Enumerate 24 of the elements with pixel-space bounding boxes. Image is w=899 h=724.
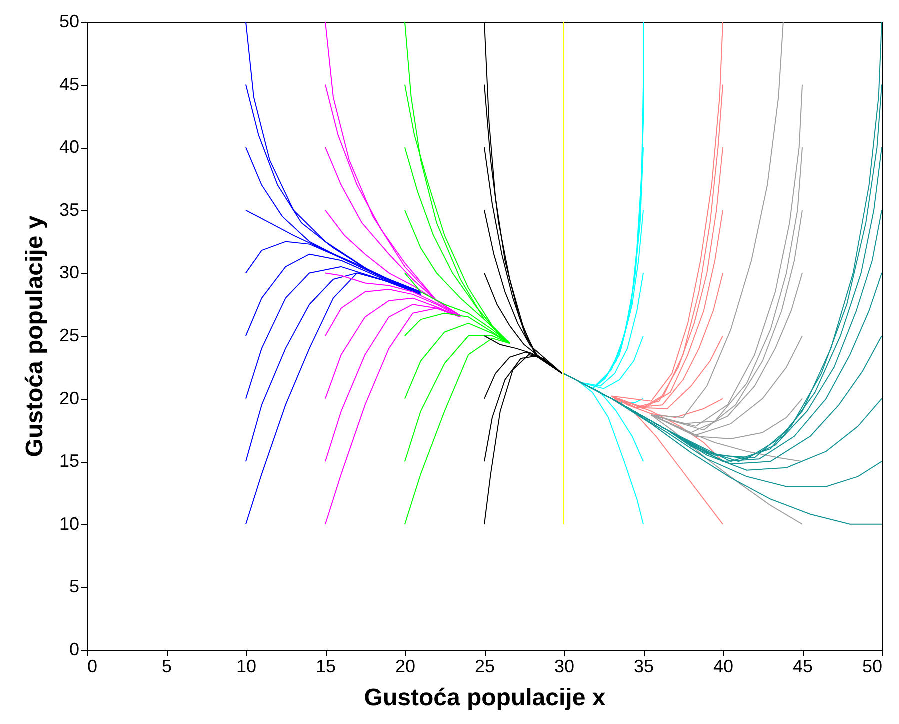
y-tick-label: 45 [59, 74, 80, 94]
y-tick-label: 25 [59, 326, 80, 346]
y-tick-label: 15 [59, 451, 80, 472]
x-tick-label: 40 [713, 656, 734, 676]
y-tick-label: 10 [59, 514, 80, 534]
x-tick-label: 0 [88, 656, 98, 676]
x-tick-label: 45 [792, 656, 814, 676]
x-axis-title: Gustoća populacije x [364, 684, 606, 712]
x-tick-label: 30 [554, 656, 575, 676]
x-tick-label: 20 [395, 656, 416, 676]
y-tick-label: 20 [59, 388, 80, 408]
y-tick-label: 0 [69, 640, 80, 660]
x-tick-label: 15 [316, 656, 336, 676]
y-tick-label: 35 [59, 200, 80, 220]
x-tick-label: 25 [474, 656, 496, 676]
y-tick-label: 40 [59, 137, 80, 158]
x-tick-label: 5 [162, 656, 172, 676]
y-tick-label: 5 [69, 576, 80, 597]
x-tick-label: 50 [862, 656, 882, 676]
y-axis-title: Gustoća populacije y [21, 215, 48, 458]
x-tick-label: 10 [236, 656, 257, 676]
x-tick-label: 35 [634, 656, 654, 676]
y-tick-label: 30 [59, 262, 80, 283]
y-tick-label: 50 [59, 12, 80, 32]
